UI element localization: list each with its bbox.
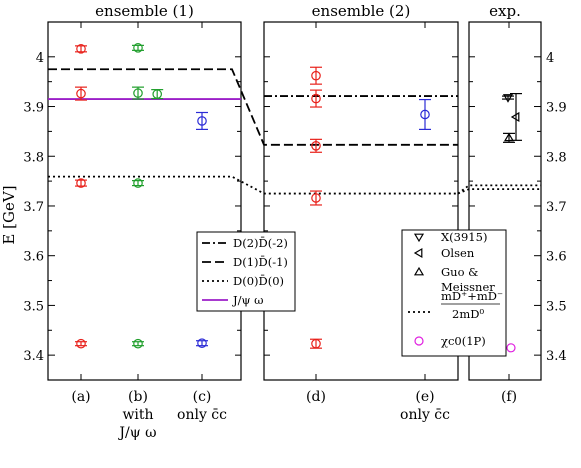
- column-label: (f): [501, 389, 517, 405]
- panel-frames: [47, 21, 542, 381]
- data-points: [75, 43, 522, 353]
- y-tick-label: 3.8: [23, 150, 44, 165]
- data-point: [311, 93, 321, 104]
- legend-exp-label: 2mD⁰: [452, 307, 484, 321]
- y-tick-label: 3.9: [546, 101, 567, 116]
- data-point: [133, 88, 143, 98]
- marker-triangle-up: [413, 266, 425, 276]
- data-point: [420, 109, 430, 120]
- panel-frame-3: [468, 21, 542, 381]
- legend-box: [196, 231, 296, 312]
- y-tick-label: 3.7: [23, 200, 44, 215]
- data-point: [133, 43, 143, 53]
- y-axis-right: 3.4 3.5 3.6 3.7 3.8 3.9 4: [534, 51, 567, 364]
- y-tick-label: 3.6: [546, 250, 567, 265]
- data-point: [311, 338, 321, 349]
- y-tick-label: 4: [36, 51, 44, 66]
- y-tick-label: 4: [546, 51, 554, 66]
- panel-title: ensemble (2): [312, 2, 411, 20]
- legend-exp-label: Guo &: [441, 265, 478, 279]
- data-point: [311, 70, 321, 81]
- data-point: [197, 338, 207, 349]
- panel-titles: ensemble (1) ensemble (2) exp.: [95, 2, 521, 20]
- y-axis-label: E [GeV]: [0, 185, 18, 244]
- data-point: [76, 88, 86, 99]
- column-label: with: [122, 407, 153, 423]
- legend-label: J/ψ ω: [232, 293, 264, 307]
- exp-threshold-line: [457, 188, 541, 195]
- column-label: (d): [306, 389, 326, 405]
- legend-exp-label: Olsen: [441, 246, 475, 260]
- column-label: (b): [128, 389, 148, 405]
- data-point: [152, 89, 162, 99]
- marker-circle: [506, 343, 516, 353]
- data-point: [311, 193, 321, 203]
- data-point: [311, 141, 321, 151]
- column-label: only c̄c: [400, 407, 450, 423]
- column-labels: (a) (b) with J/ψ ω (c) only c̄c (d) (e) only c̄c…: [71, 389, 517, 441]
- y-tick-label: 3.4: [546, 349, 567, 364]
- data-point: [133, 178, 143, 188]
- panel-frame-2: [263, 21, 459, 381]
- data-point: [76, 338, 86, 349]
- column-label: (c): [193, 389, 212, 405]
- y-tick-label: 3.9: [23, 101, 44, 116]
- data-point: [197, 116, 207, 126]
- marker-triangle-up: [503, 132, 515, 142]
- column-label: (e): [415, 389, 434, 405]
- column-label: (a): [71, 389, 90, 405]
- data-point: [76, 44, 86, 54]
- data-point: [76, 178, 86, 188]
- data-point: [133, 338, 143, 349]
- exp-threshold-line: [457, 184, 541, 195]
- y-tick-label: 3.4: [23, 349, 44, 364]
- panel-title: exp.: [489, 2, 521, 20]
- legend-label: D(0)D̄(0): [233, 274, 284, 288]
- y-tick-label: 3.5: [23, 299, 44, 314]
- column-label: only c̄c: [177, 407, 227, 423]
- marker-triangle-down: [502, 94, 514, 103]
- threshold-line: [48, 175, 458, 195]
- y-tick-label: 3.7: [546, 200, 567, 215]
- legend-exp-label: mD⁺+mD⁻: [441, 289, 503, 303]
- legend-exp-label: χc0(1P): [441, 334, 486, 348]
- marker-circle: [414, 336, 424, 346]
- panel-title: ensemble (1): [95, 2, 194, 20]
- panel-frame-1: [47, 21, 242, 381]
- threshold-line: [48, 68, 458, 146]
- marker-triangle-left: [413, 247, 423, 259]
- column-label: J/ψ ω: [117, 425, 156, 441]
- y-tick-label: 3.5: [546, 299, 567, 314]
- legend-main: D(2)D̄(-2) D(1)D̄(-1) D(0)D̄(0) J/ψ ω: [196, 231, 296, 312]
- marker-triangle-left: [510, 111, 520, 123]
- legend-label: D(1)D̄(-1): [233, 255, 288, 269]
- legend-label: D(2)D̄(-2): [233, 236, 288, 250]
- threshold-lines: [48, 68, 541, 195]
- marker-triangle-down: [413, 233, 425, 243]
- y-tick-label: 3.8: [546, 150, 567, 165]
- y-tick-label: 3.6: [23, 250, 44, 265]
- legend-exp-label: Meissner: [441, 280, 495, 294]
- legend-exp-label: X(3915): [441, 230, 487, 244]
